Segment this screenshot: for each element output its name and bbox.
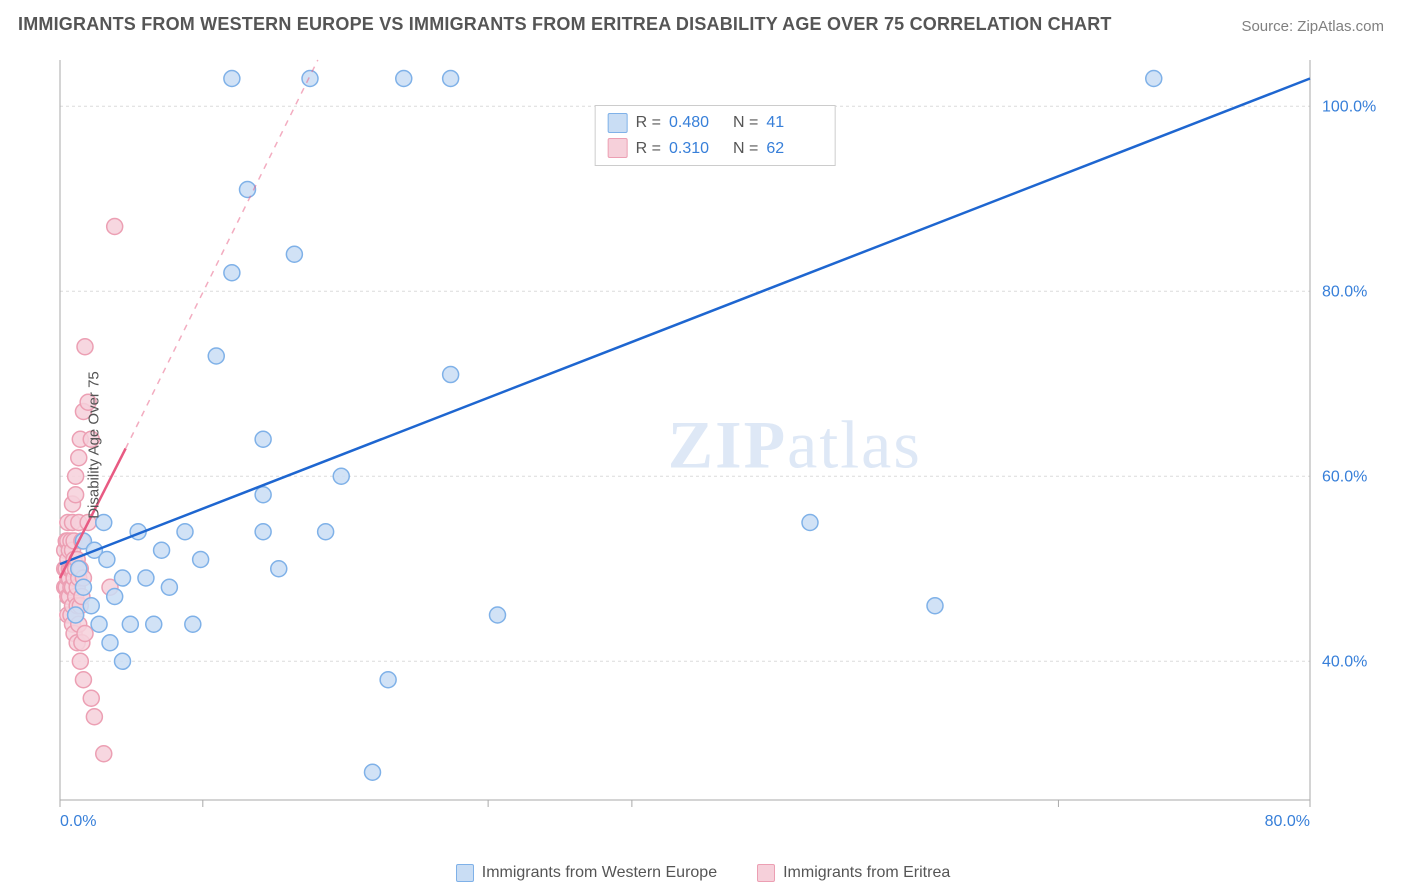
y-axis-label: Disability Age Over 75 [85,371,102,519]
r-label: R = [636,110,661,136]
n-label: N = [733,136,758,162]
n-value: 62 [766,136,822,162]
n-value: 41 [766,110,822,136]
correlation-row: R = 0.310 N = 62 [608,136,823,162]
n-label: N = [733,110,758,136]
svg-text:40.0%: 40.0% [1322,653,1367,670]
scatter-plot: Disability Age Over 75 40.0% 60.0% 80.0% 10… [50,50,1380,840]
legend-label: Immigrants from Eritrea [783,864,950,882]
legend-item: Immigrants from Eritrea [757,864,950,882]
legend-swatch [757,864,775,882]
r-label: R = [636,136,661,162]
svg-text:100.0%: 100.0% [1322,98,1376,115]
legend-swatch [608,138,628,158]
legend-item: Immigrants from Western Europe [456,864,717,882]
chart-title: IMMIGRANTS FROM WESTERN EUROPE VS IMMIGR… [18,14,1112,35]
svg-text:80.0%: 80.0% [1322,283,1367,300]
series-legend: Immigrants from Western Europe Immigrants… [0,864,1406,882]
r-value: 0.480 [669,110,725,136]
svg-text:0.0%: 0.0% [60,813,96,830]
correlation-legend: R = 0.480 N = 41 R = 0.310 N = 62 [595,105,836,166]
legend-swatch [456,864,474,882]
source-attribution: Source: ZipAtlas.com [1241,18,1384,35]
svg-text:60.0%: 60.0% [1322,468,1367,485]
svg-text:80.0%: 80.0% [1265,813,1310,830]
r-value: 0.310 [669,136,725,162]
legend-swatch [608,113,628,133]
correlation-row: R = 0.480 N = 41 [608,110,823,136]
legend-label: Immigrants from Western Europe [482,864,717,882]
watermark: ZIPatlas [668,406,922,485]
